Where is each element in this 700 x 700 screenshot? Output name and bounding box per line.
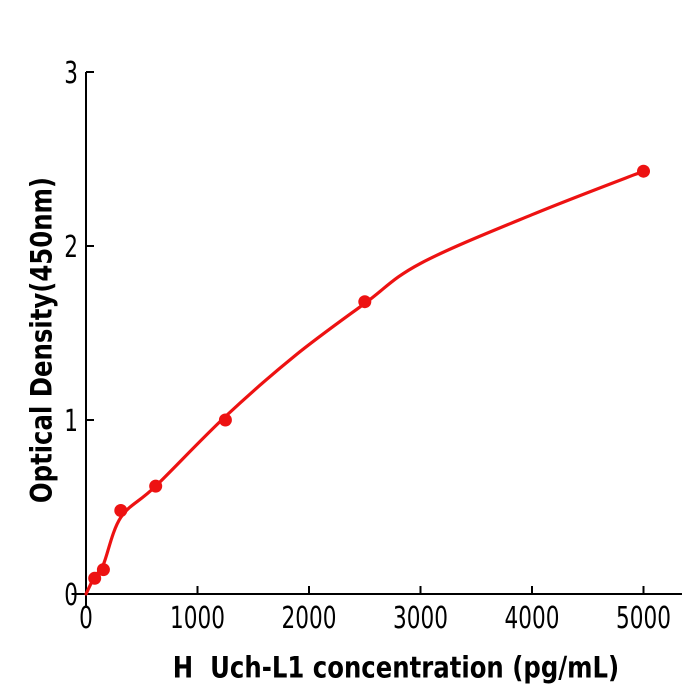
data-point: [218, 413, 232, 427]
y-tick-label: 0: [64, 579, 78, 613]
x-tick-label: 5000: [616, 602, 671, 636]
data-point: [637, 164, 650, 178]
y-axis-title: Optical Density(450nm): [24, 176, 59, 504]
x-tick-label: 3000: [393, 602, 448, 636]
x-axis-title: H Uch-L1 concentration (pg/mL): [172, 650, 620, 685]
data-point: [96, 563, 110, 577]
x-tick-label: 0: [79, 602, 93, 636]
fit-curve-line: [84, 169, 646, 596]
x-tick-label: 2000: [282, 602, 337, 636]
data-point: [88, 571, 102, 585]
y-tick-label: 3: [64, 57, 78, 91]
x-tick-label: 1000: [170, 602, 225, 636]
y-tick-label: 1: [64, 405, 78, 439]
data-point: [114, 504, 128, 517]
x-tick-label: 4000: [505, 602, 560, 636]
data-point: [149, 479, 163, 493]
y-tick-label: 2: [64, 231, 78, 265]
data-point: [358, 295, 372, 309]
